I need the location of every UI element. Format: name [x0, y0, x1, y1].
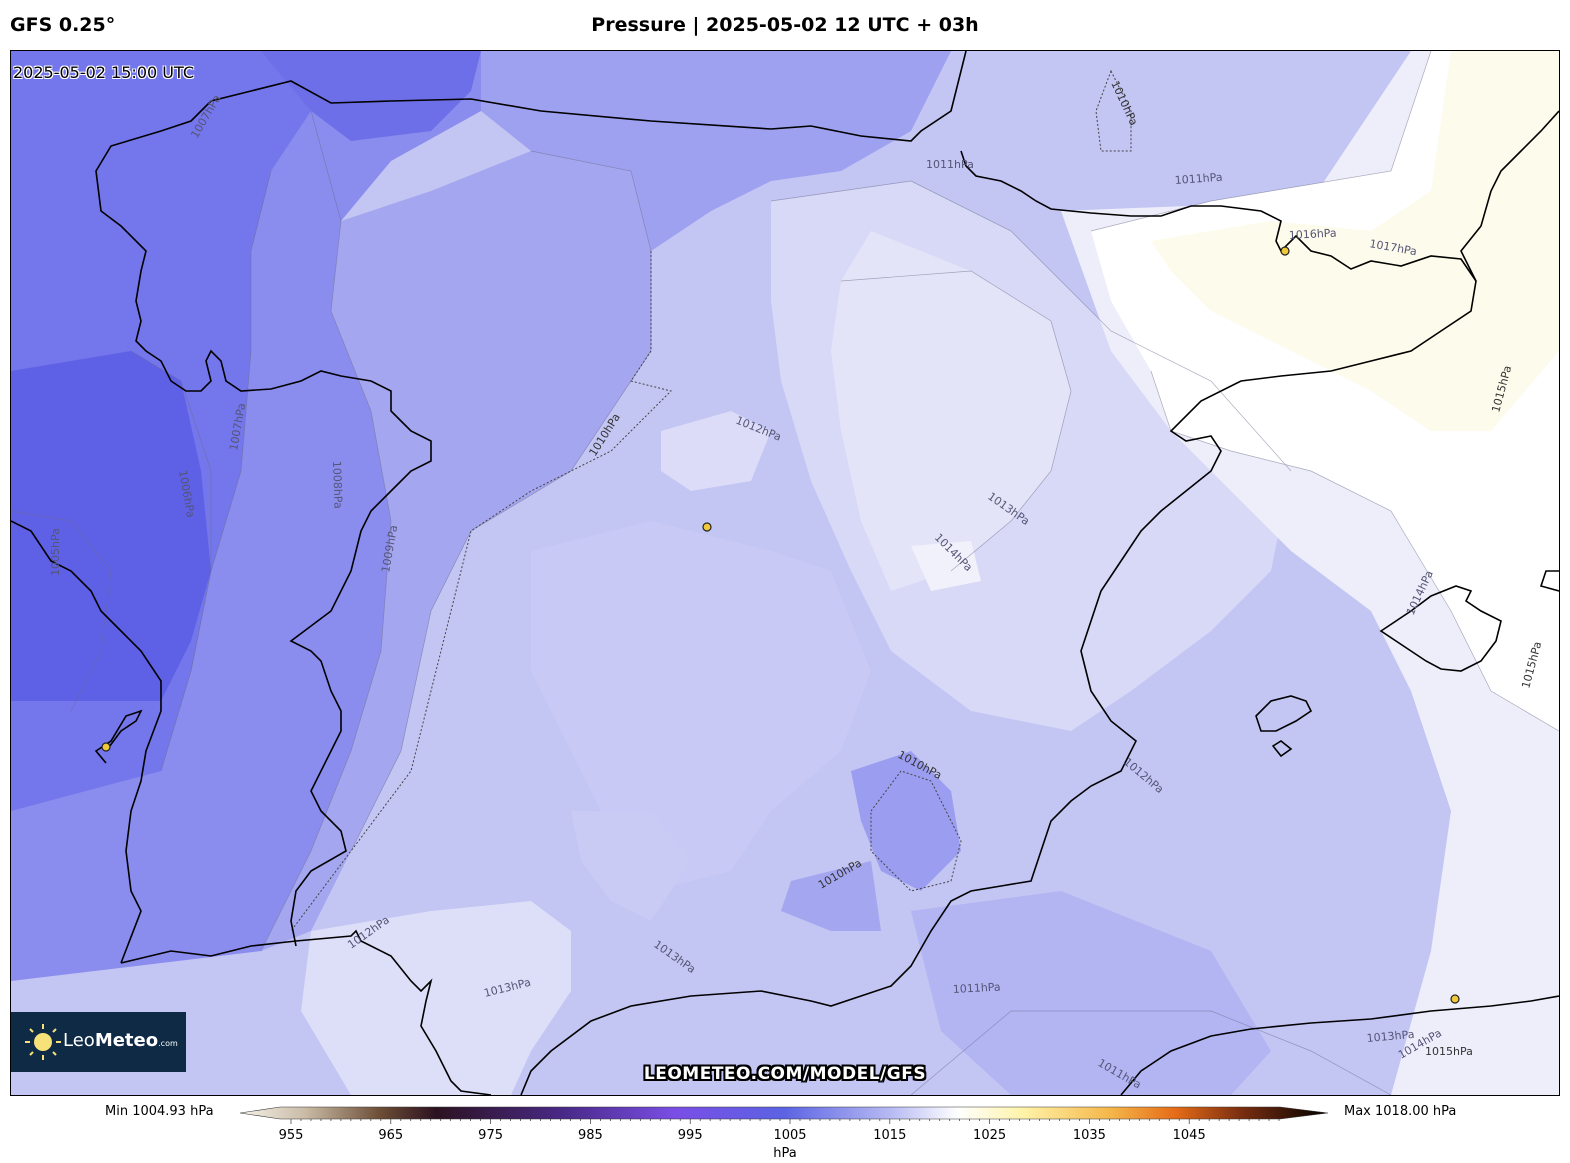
isobar-1010-dashed	[290, 69, 1132, 932]
field-1011-southeast	[911, 891, 1271, 1095]
field-1014-patch	[911, 541, 981, 591]
chart-title: Pressure | 2025-05-02 12 UTC + 03h	[591, 14, 979, 36]
field-1010-south-2	[781, 861, 881, 931]
colorbar-tick-label: 1025	[973, 1128, 1006, 1143]
colorbar: 955 965 975 985 995 1005 1015 1025 1035 1045	[240, 1106, 1329, 1143]
colorbar-tick-label: 1005	[773, 1128, 806, 1143]
isobar-label: 1011hPa	[926, 158, 974, 171]
colorbar-tick-labels: 955 965 975 985 995 1005 1015 1025 1035 1045	[279, 1128, 1206, 1143]
colorbar-tick-label: 985	[578, 1128, 603, 1143]
isobar-label: 1005hPa	[49, 528, 62, 576]
watermark-url: LEOMETEO.COM/MODEL/GFS	[643, 1064, 927, 1084]
colorbar-tick-label: 975	[478, 1128, 503, 1143]
model-label: GFS 0.25°	[10, 14, 116, 36]
isobar-label: 1011hPa	[952, 981, 1000, 996]
coastlines	[11, 51, 1559, 1095]
field-1009-north	[481, 51, 951, 251]
city-dot-lisbon	[101, 742, 111, 752]
city-dot-madrid	[702, 522, 712, 532]
isobar-label: 1011hPa	[1174, 171, 1223, 187]
isobar-label: 1016hPa	[1288, 227, 1336, 242]
valid-time-label: 2025-05-02 15:00 UTC	[13, 63, 194, 82]
logo-brand: Meteo	[94, 1030, 159, 1051]
colorbar-unit: hPa	[773, 1146, 797, 1161]
logo-domain: .com	[158, 1039, 178, 1048]
colorbar-tick-label: 1035	[1073, 1128, 1106, 1143]
field-1013-south	[301, 901, 571, 1095]
colorbar-min-label: Min 1004.93 hPa	[105, 1104, 214, 1119]
pressure-map[interactable]: 1005hPa 1006hPa 1007hPa 1007hPa 1008hPa …	[10, 50, 1560, 1096]
field-1017	[1151, 51, 1559, 431]
field-1014	[831, 231, 1071, 591]
colorbar-tick-label: 1045	[1173, 1128, 1206, 1143]
field-1012-patch	[661, 411, 771, 491]
field-1012-center	[531, 521, 871, 891]
isobar-label: 1008hPa	[330, 461, 345, 509]
colorbar-gradient	[240, 1106, 1329, 1120]
city-dot-southeast	[1450, 994, 1460, 1004]
field-1006-north	[261, 51, 481, 141]
colorbar-max-label: Max 1018.00 hPa	[1344, 1104, 1457, 1119]
colorbar-tick-label: 1015	[873, 1128, 906, 1143]
logo-text: LeoMeteo.com	[63, 1030, 178, 1051]
colorbar-tick-label: 955	[279, 1128, 304, 1143]
city-markers	[101, 246, 1460, 1004]
field-1012-south	[571, 811, 691, 921]
field-1009	[261, 151, 651, 951]
sun-icon	[25, 1024, 61, 1060]
field-1005	[11, 351, 211, 701]
colorbar-tick-label: 965	[378, 1128, 403, 1143]
colorbar-ticks	[290, 1119, 1280, 1124]
leometeo-logo[interactable]: LeoMeteo.com	[11, 1012, 186, 1072]
isobar-label: 1013hPa	[1366, 1028, 1415, 1045]
logo-prefix: Leo	[63, 1030, 95, 1051]
colorbar-tick-label: 995	[678, 1128, 703, 1143]
isobar-label: 1015hPa	[1425, 1045, 1473, 1058]
field-1010-south	[851, 751, 961, 891]
map-canvas: 1005hPa 1006hPa 1007hPa 1007hPa 1008hPa …	[11, 51, 1559, 1095]
city-dot-northeast	[1280, 246, 1290, 256]
